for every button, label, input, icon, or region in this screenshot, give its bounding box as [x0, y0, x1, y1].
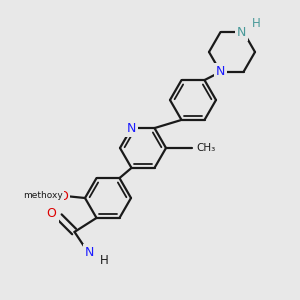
- Text: H: H: [252, 16, 261, 30]
- Text: H: H: [100, 254, 109, 267]
- Text: N: N: [85, 246, 94, 260]
- Text: CH₃: CH₃: [196, 143, 216, 153]
- Text: N: N: [216, 65, 225, 78]
- Text: O: O: [58, 190, 68, 202]
- Text: N: N: [237, 26, 246, 39]
- Text: N: N: [127, 122, 136, 135]
- Text: O: O: [46, 207, 56, 220]
- Text: methoxy: methoxy: [23, 190, 63, 200]
